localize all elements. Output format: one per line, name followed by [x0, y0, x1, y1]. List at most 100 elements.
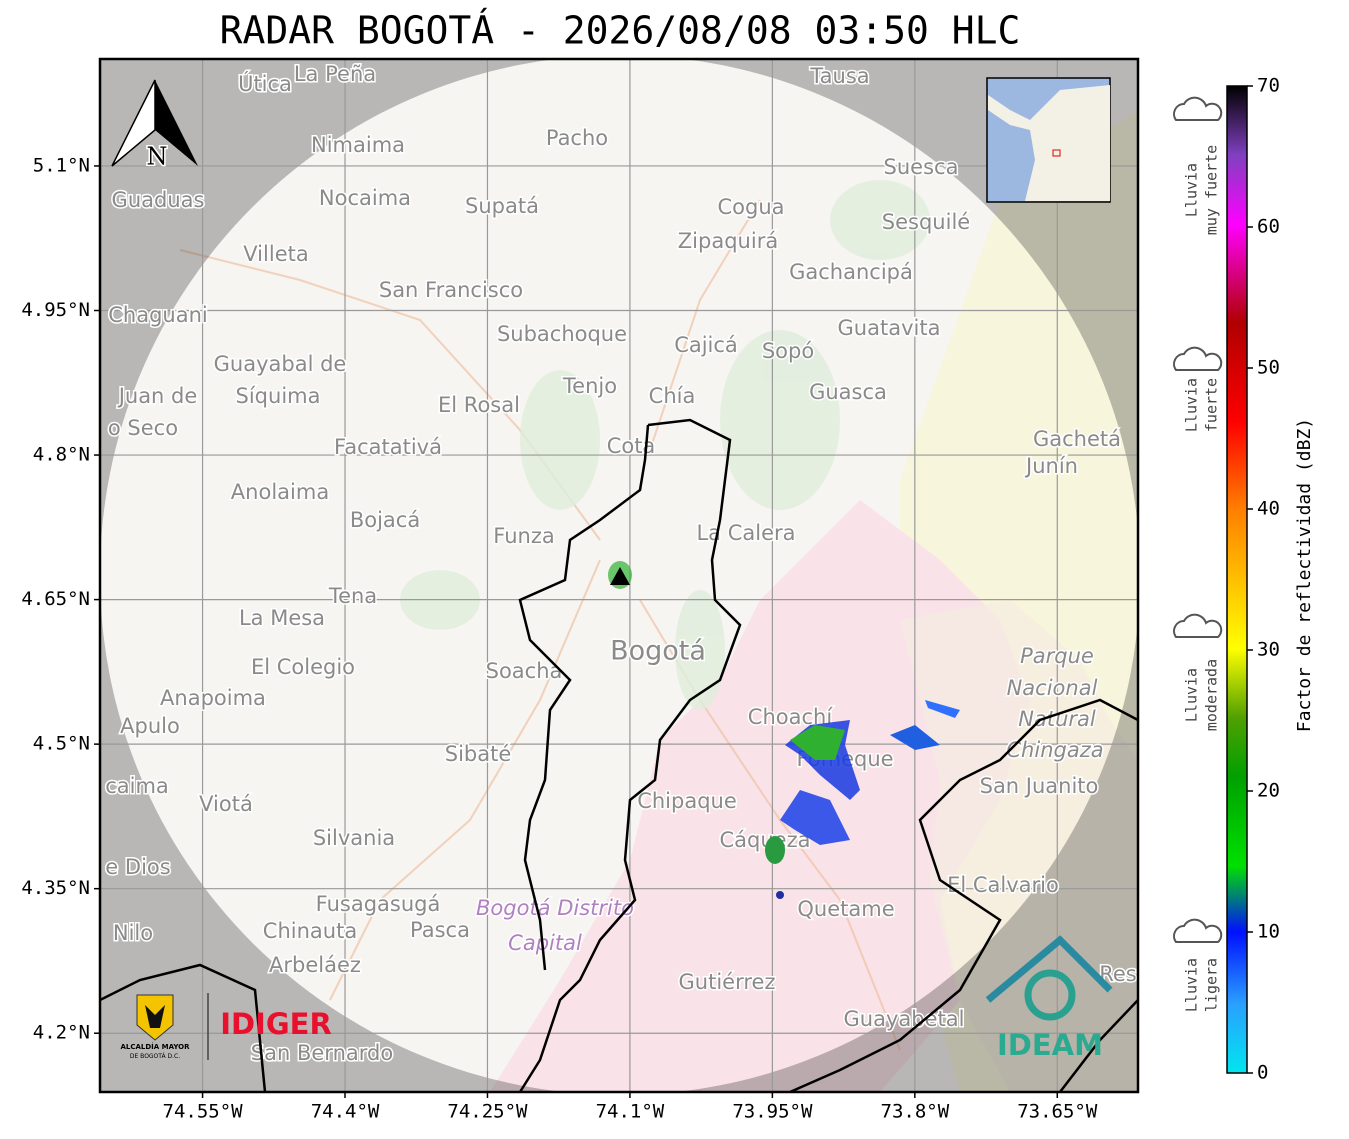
place-label: Res	[1099, 962, 1137, 986]
idiger-logo: IDIGER	[220, 1007, 332, 1041]
place-label: Suesca	[884, 155, 959, 179]
rain-category-label: ligera	[1203, 958, 1221, 1012]
rain-category-label: moderada	[1203, 659, 1221, 731]
colorbar-tick-label: 0	[1257, 1062, 1268, 1084]
x-tick-label: 74.4°W	[311, 1101, 380, 1123]
place-label: Síquima	[236, 384, 321, 408]
place-label: Guatavita	[838, 316, 941, 340]
alcaldia-line: DE BOGOTÁ D.C.	[130, 1053, 180, 1060]
bogota-boundary	[518, 418, 742, 1092]
place-label: Chaguani	[108, 303, 208, 327]
place-label: caima	[105, 774, 169, 798]
place-label: Guaduas	[112, 188, 205, 212]
place-label: Gachancipá	[789, 260, 913, 284]
ideam-logo: IDEAM	[985, 935, 1113, 1062]
rain-category-label: Lluvia	[1183, 958, 1201, 1012]
x-tick-label: 74.55°W	[163, 1101, 244, 1123]
place-label: La Peña	[294, 62, 376, 86]
place-label: El Rosal	[438, 393, 520, 417]
place-label: e Dios	[105, 855, 170, 879]
place-label: Sesquilé	[882, 210, 970, 234]
place-label: Quetame	[797, 897, 894, 921]
colorbar-tick-label: 70	[1257, 75, 1280, 97]
place-label: Cajicá	[674, 333, 738, 357]
place-label: Sopó	[762, 339, 814, 363]
rain-icon	[1173, 613, 1223, 638]
place-label: El Calvario	[947, 873, 1059, 897]
place-label: Funza	[493, 524, 554, 548]
place-label: San Francisco	[379, 278, 523, 302]
place-label: Facatativá	[334, 435, 442, 459]
place-label: Anolaima	[231, 480, 329, 504]
y-tick-label: 4.95°N	[21, 299, 90, 321]
place-label: Fusagasugá	[316, 892, 441, 916]
place-label: San Bernardo	[251, 1041, 393, 1065]
rain-icon	[1173, 96, 1223, 121]
department-boundary	[100, 698, 1138, 1092]
place-label: Guasca	[809, 380, 887, 404]
place-label: La Mesa	[239, 606, 325, 630]
place-label: Capital	[508, 931, 582, 955]
place-label: San Juanito	[980, 774, 1099, 798]
rain-category-label: Lluvia	[1183, 668, 1201, 722]
place-label: Bogotá Distrito	[476, 896, 634, 920]
place-label: Zipaquirá	[678, 229, 778, 253]
x-tick-label: 74.25°W	[447, 1101, 528, 1123]
y-tick-label: 4.65°N	[21, 588, 90, 610]
place-label: Nacional	[1007, 676, 1098, 700]
rain-category: Lluvia moderada	[1173, 613, 1223, 731]
rain-category: Lluvia ligera	[1173, 918, 1223, 1012]
rain-icon	[1173, 918, 1223, 943]
place-label: Nimaima	[311, 133, 405, 157]
colorbar-tick-label: 30	[1257, 639, 1280, 661]
place-label: Anapoima	[160, 686, 266, 710]
place-label: Villeta	[243, 242, 308, 266]
y-tick-label: 4.35°N	[21, 877, 90, 899]
y-tick-label: 4.8°N	[33, 444, 90, 466]
rain-category-label: Lluvia	[1183, 378, 1201, 432]
place-label: o Seco	[108, 416, 178, 440]
place-label: Útica	[238, 71, 292, 96]
alcaldia-line: ALCALDÍA MAYOR	[120, 1042, 190, 1051]
place-label: Junín	[1024, 454, 1078, 478]
place-label: Guayabal de	[214, 352, 347, 376]
place-label: Silvania	[313, 826, 395, 850]
place-label: Nocaima	[319, 186, 411, 210]
x-tick-label: 73.95°W	[732, 1101, 813, 1123]
place-label: Pacho	[546, 126, 608, 150]
place-label: Guayabetal	[844, 1007, 965, 1031]
place-label: Pasca	[410, 918, 470, 942]
colorbar-tick-label: 60	[1257, 216, 1280, 238]
place-label: Cogua	[717, 195, 784, 219]
place-label: Apulo	[120, 714, 180, 738]
place-label: Chingaza	[1006, 738, 1103, 762]
place-label: Tausa	[809, 64, 869, 88]
place-label: Gachetá	[1033, 427, 1121, 451]
place-label: Tenjo	[562, 374, 617, 398]
y-tick-label: 5.1°N	[33, 154, 90, 176]
place-label: Parque	[1020, 644, 1094, 668]
place-label: El Colegio	[251, 655, 355, 679]
rain-category-label: muy fuerte	[1203, 145, 1221, 235]
colorbar-tick-label: 20	[1257, 780, 1280, 802]
rain-category-label: fuerte	[1203, 378, 1221, 432]
place-label: Subachoque	[497, 322, 627, 346]
title: RADAR BOGOTÁ - 2026/08/08 03:50 HLC	[220, 9, 1021, 53]
place-label: Viotá	[199, 792, 253, 816]
north-label: N	[147, 143, 168, 171]
place-label: Chinauta	[263, 919, 357, 943]
place-label: Chía	[649, 384, 696, 408]
place-label: Sibaté	[445, 742, 512, 766]
map-frame	[98, 57, 1140, 1094]
place-label: Bojacá	[350, 508, 420, 532]
place-label: Cáqueza	[720, 828, 811, 852]
place-label: Soacha	[486, 659, 563, 683]
rain-category: Lluvia fuerte	[1173, 346, 1223, 432]
colorbar	[1226, 85, 1248, 1074]
ideam-name: IDEAM	[997, 1028, 1103, 1062]
y-tick-label: 4.5°N	[33, 733, 90, 755]
place-label: Gutiérrez	[679, 970, 776, 994]
place-label: Supatá	[465, 194, 539, 218]
